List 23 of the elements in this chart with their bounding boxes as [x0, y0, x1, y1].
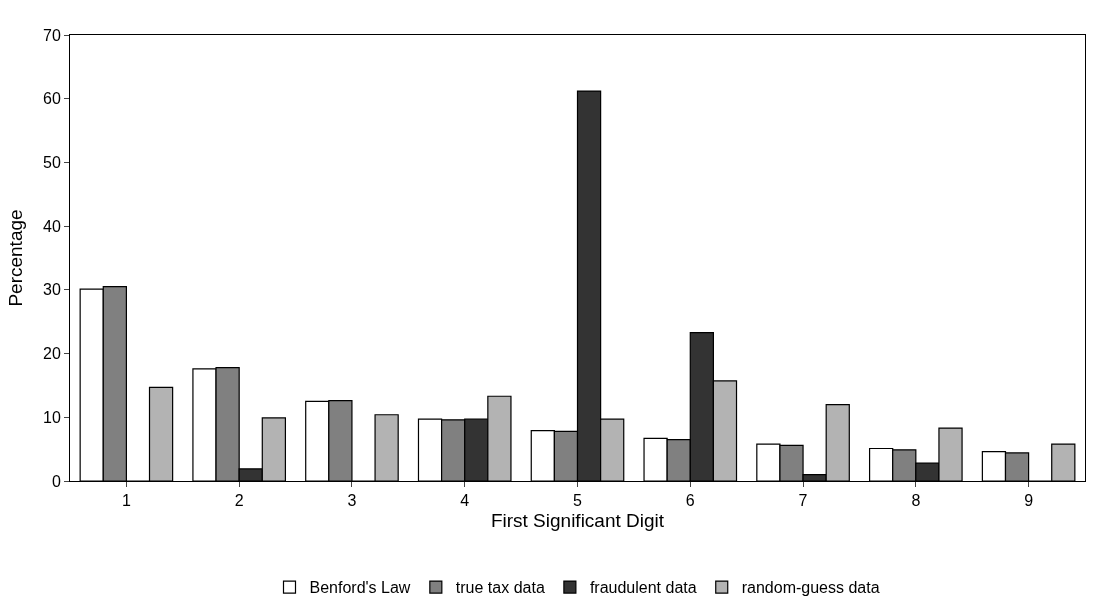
- y-tick-label: 20: [43, 345, 61, 363]
- x-tick-label: 5: [573, 492, 583, 510]
- x-axis-title: First Significant Digit: [490, 510, 665, 531]
- legend-label: true tax data: [455, 579, 545, 597]
- legend-label: random-guess data: [741, 579, 880, 597]
- x-tick-label: 1: [121, 492, 131, 510]
- x-tick-label: 7: [798, 492, 808, 510]
- x-tick-label: 2: [234, 492, 244, 510]
- legend-label: fraudulent data: [589, 579, 697, 597]
- y-tick-label: 40: [43, 217, 61, 235]
- y-tick-label: 70: [43, 26, 61, 44]
- y-tick-label: 10: [43, 408, 61, 426]
- x-tick-label: 8: [911, 492, 921, 510]
- legend-label: Benford's Law: [309, 579, 411, 597]
- y-tick-label: 30: [43, 281, 61, 299]
- y-axis-title: Percentage: [4, 209, 26, 307]
- x-tick-label: 9: [1024, 492, 1034, 510]
- y-tick-label: 60: [43, 90, 61, 108]
- y-tick-label: 0: [51, 472, 61, 490]
- x-tick-label: 4: [460, 492, 470, 510]
- x-tick-label: 3: [347, 492, 357, 510]
- y-tick-label: 50: [43, 154, 61, 172]
- x-tick-label: 6: [685, 492, 695, 510]
